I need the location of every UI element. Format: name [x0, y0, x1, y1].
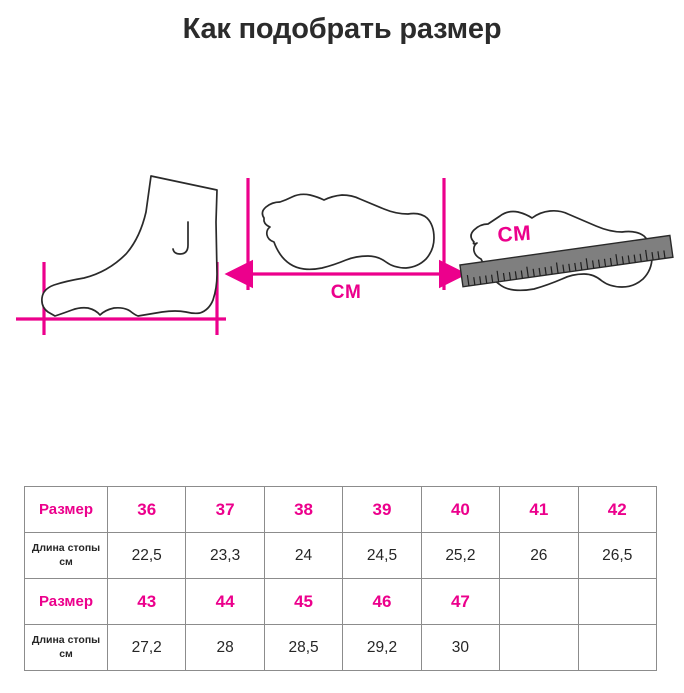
table-cell-length: 27,2 [106, 624, 187, 671]
table-cell-size: 41 [499, 486, 579, 533]
table-cell-length-empty [499, 624, 579, 671]
table-cell-size: 42 [577, 486, 658, 533]
table-cell-length: 24,5 [342, 532, 422, 579]
row-header-foot-length-line2: см [59, 555, 73, 568]
diagram-footprint-with-ruler: CM [450, 150, 684, 350]
page-title: Как подобрать размер [182, 13, 502, 45]
table-row: Длина стопы см 27,2 28 28,5 29,2 30 [24, 624, 658, 671]
size-chart-table: Размер 36 37 38 39 40 41 42 Длина стопы … [24, 486, 658, 671]
table-cell-length: 28,5 [263, 624, 344, 671]
measuring-tape-icon [459, 234, 674, 288]
table-cell-size: 46 [342, 578, 422, 625]
row-header-size: Размер [24, 486, 108, 533]
table-cell-size: 38 [263, 486, 344, 533]
table-cell-length: 24 [263, 532, 344, 579]
table-cell-size-empty [499, 578, 579, 625]
table-cell-size: 45 [263, 578, 344, 625]
foot-side-outline-icon [41, 175, 218, 317]
table-row: Размер 43 44 45 46 47 [24, 578, 658, 625]
table-cell-size: 43 [106, 578, 187, 625]
table-cell-length: 25,2 [420, 532, 501, 579]
table-cell-length: 26 [499, 532, 579, 579]
diagram-footprint-with-arrow: CM [224, 150, 468, 350]
table-cell-size: 36 [106, 486, 187, 533]
footprint-outline-icon [261, 193, 435, 271]
table-cell-size: 40 [420, 486, 501, 533]
cm-label-ruler: CM [497, 222, 532, 247]
table-cell-length: 22,5 [106, 532, 187, 579]
row-header-foot-length: Длина стопы см [24, 532, 108, 579]
row-header-size: Размер [24, 578, 108, 625]
table-row: Размер 36 37 38 39 40 41 42 [24, 486, 658, 533]
ankle-mark-icon [172, 221, 189, 255]
table-cell-length: 23,3 [185, 532, 265, 579]
table-cell-size: 47 [420, 578, 501, 625]
table-cell-length: 30 [420, 624, 501, 671]
table-cell-size-empty [577, 578, 658, 625]
table-cell-length-empty [577, 624, 658, 671]
table-cell-size: 44 [185, 578, 265, 625]
table-cell-size: 37 [185, 486, 265, 533]
row-header-foot-length-line2: см [59, 647, 73, 660]
table-cell-size: 39 [342, 486, 422, 533]
table-row: Длина стопы см 22,5 23,3 24 24,5 25,2 26… [24, 532, 658, 579]
table-cell-length: 29,2 [342, 624, 422, 671]
cm-label-sole: CM [331, 282, 362, 303]
table-cell-length: 28 [185, 624, 265, 671]
diagram-foot-side-view [8, 150, 248, 350]
row-header-foot-length-line1: Длина стопы [31, 633, 101, 646]
table-cell-length: 26,5 [577, 532, 658, 579]
row-header-foot-length: Длина стопы см [24, 624, 108, 671]
measurement-diagrams: CM [0, 150, 684, 360]
row-header-foot-length-line1: Длина стопы [31, 541, 101, 554]
